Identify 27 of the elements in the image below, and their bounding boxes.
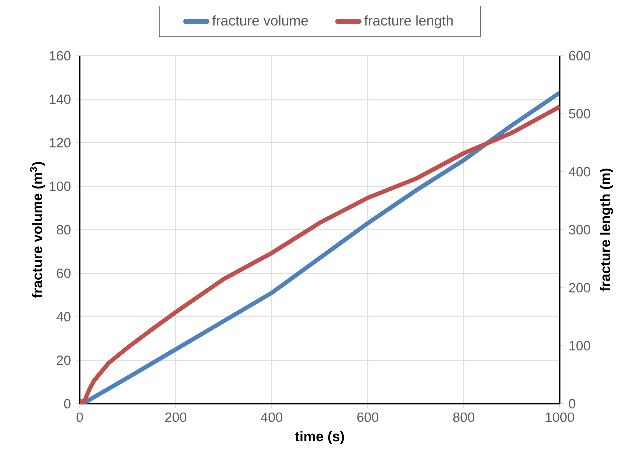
y-tick-label: 120 bbox=[50, 138, 71, 148]
y2-axis-title: fracture length (m) bbox=[600, 168, 614, 292]
y2-tick-label: 400 bbox=[569, 167, 590, 177]
x-axis-title: time (s) bbox=[295, 431, 344, 444]
y-tick-label: 160 bbox=[50, 51, 71, 61]
y-tick-label: 80 bbox=[57, 225, 71, 235]
y2-tick-label: 100 bbox=[570, 341, 590, 351]
y2-tick-label: 200 bbox=[569, 283, 590, 293]
x-tick-label: 200 bbox=[166, 412, 187, 422]
x-tick-label: 400 bbox=[261, 412, 283, 422]
y2-tick-label: 0 bbox=[569, 399, 576, 409]
x-tick-label: 1000 bbox=[546, 412, 574, 422]
x-tick-label: 0 bbox=[76, 412, 84, 422]
y-tick-label: 100 bbox=[50, 182, 71, 192]
y2-tick-label: 600 bbox=[569, 51, 590, 61]
y-tick-label: 0 bbox=[64, 399, 71, 409]
y-tick-label: 20 bbox=[57, 356, 71, 366]
legend-label: fracture length bbox=[364, 16, 453, 29]
x-tick-label: 800 bbox=[453, 412, 475, 422]
y-tick-label: 60 bbox=[57, 268, 71, 278]
y2-tick-label: 500 bbox=[569, 109, 590, 119]
y-axis-title: fracture volume (m$^{3}$) bbox=[30, 162, 46, 298]
x-tick-label: 600 bbox=[358, 412, 379, 422]
y-tick-label: 40 bbox=[56, 312, 71, 322]
legend-label: fracture volume bbox=[212, 16, 308, 26]
y-tick-label: 140 bbox=[50, 94, 71, 104]
y2-tick-label: 300 bbox=[569, 225, 590, 235]
